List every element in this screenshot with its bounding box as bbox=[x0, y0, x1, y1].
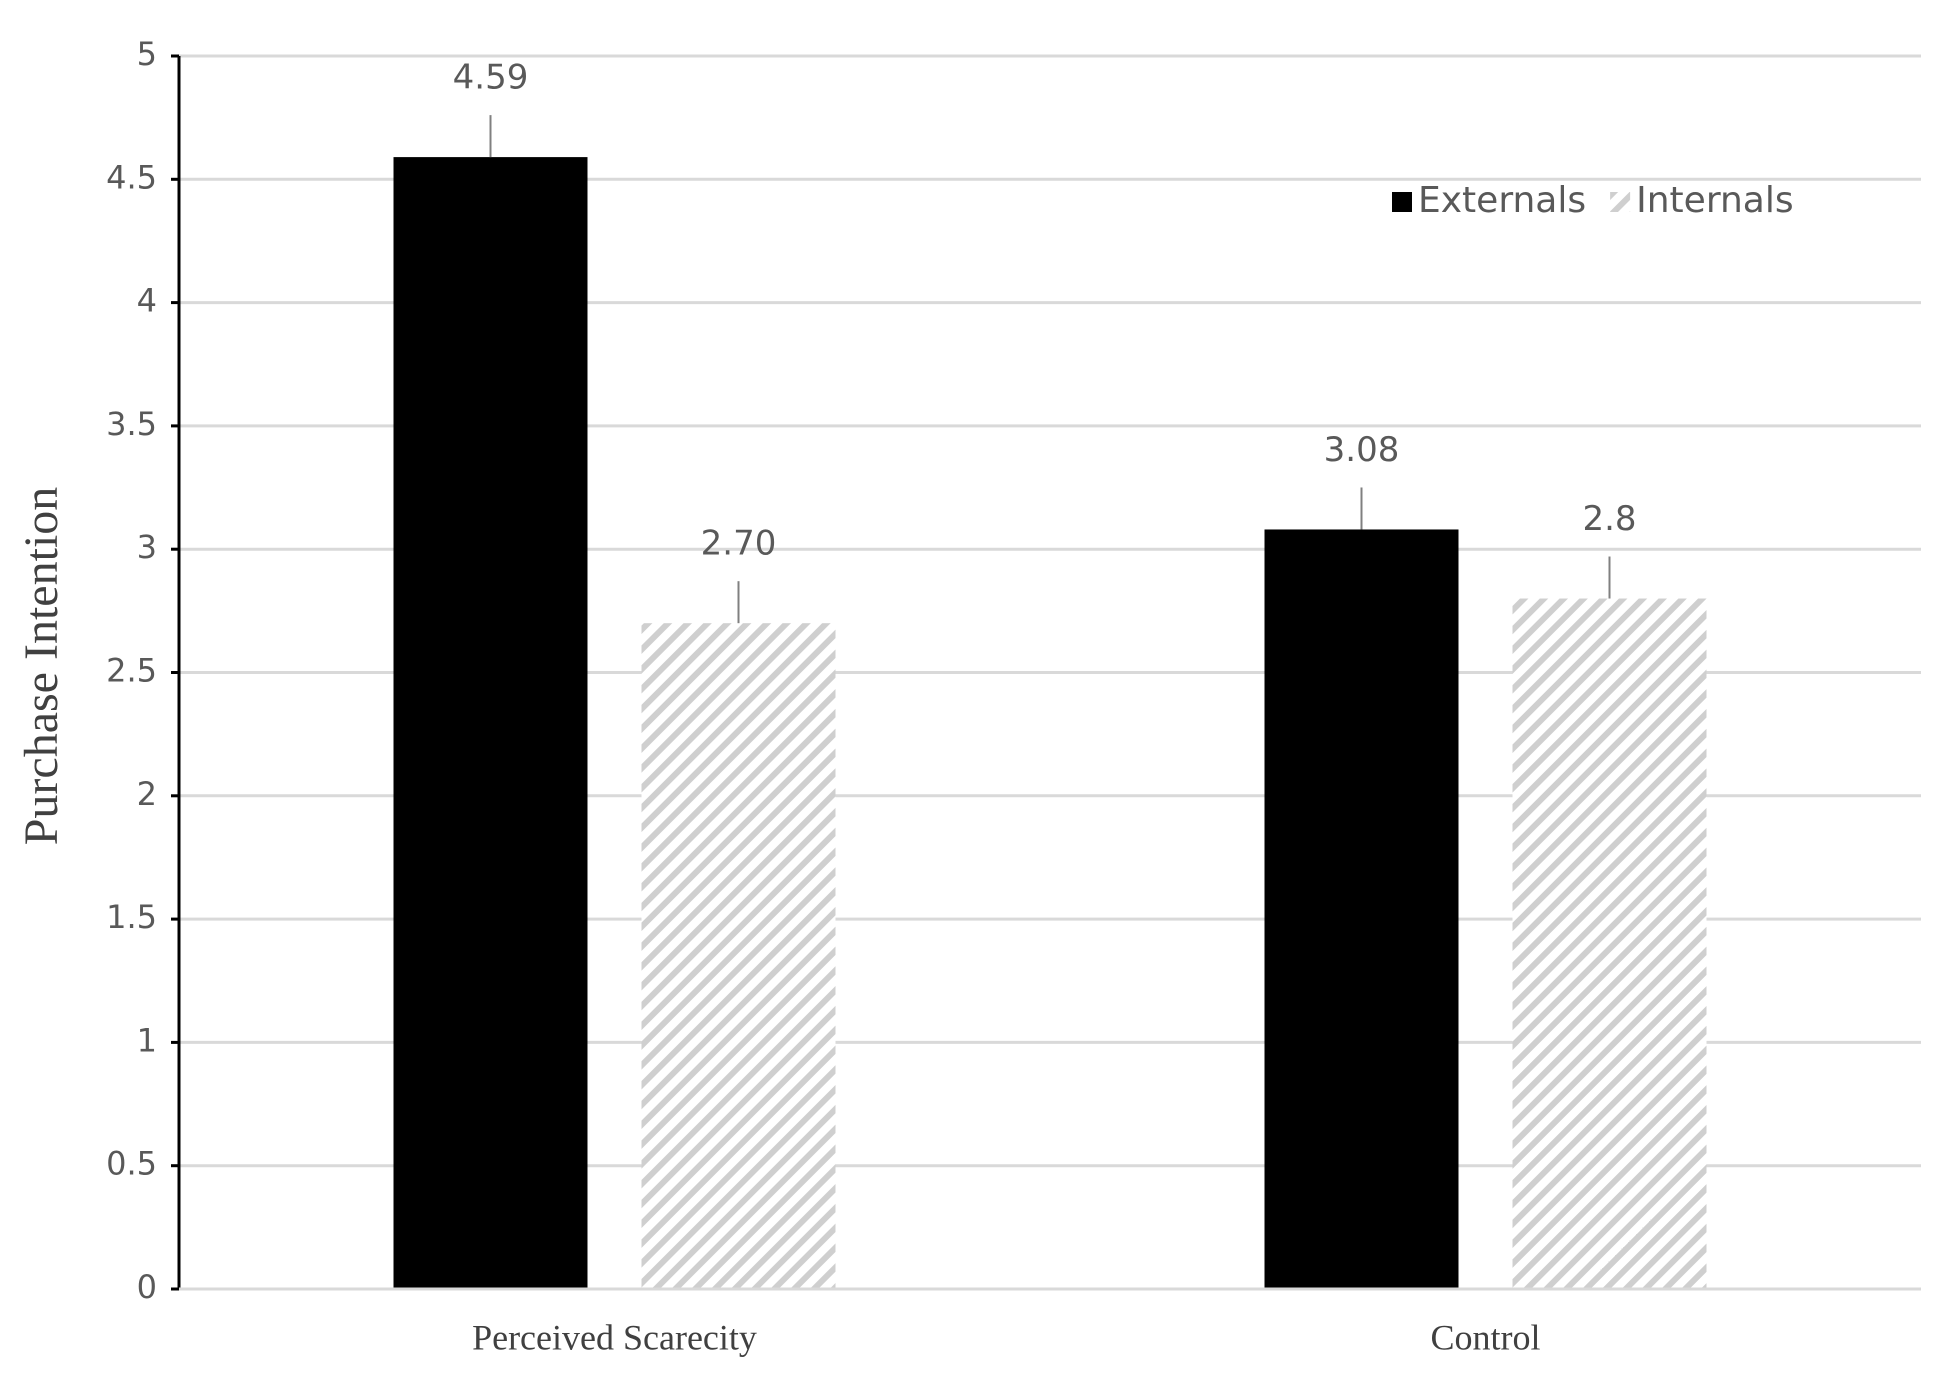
legend-label: Externals bbox=[1418, 180, 1586, 221]
y-tick-label: 2.5 bbox=[106, 652, 157, 690]
legend-label: Internals bbox=[1636, 180, 1794, 221]
value-label: 4.59 bbox=[453, 58, 529, 98]
y-tick-label: 4 bbox=[137, 282, 157, 320]
bar bbox=[1512, 598, 1707, 1289]
x-tick-label: Control bbox=[1430, 1317, 1540, 1357]
y-tick-label: 5 bbox=[137, 35, 157, 73]
bar bbox=[393, 157, 588, 1290]
y-tick-label: 4.5 bbox=[106, 158, 157, 196]
legend-swatch bbox=[1610, 192, 1631, 212]
x-tick-label: Perceived Scarecity bbox=[472, 1317, 757, 1357]
y-tick-label: 3 bbox=[137, 528, 157, 566]
y-tick-label: 0.5 bbox=[106, 1145, 157, 1183]
y-tick-label: 3.5 bbox=[106, 405, 157, 443]
y-tick-label: 2 bbox=[137, 775, 157, 813]
y-axis-title: Purchase Intention bbox=[15, 487, 68, 846]
legend-swatch bbox=[1392, 192, 1412, 212]
bar bbox=[1264, 529, 1459, 1289]
value-label: 2.8 bbox=[1582, 499, 1636, 539]
bar bbox=[641, 623, 836, 1289]
value-label: 2.70 bbox=[701, 524, 777, 564]
value-label: 3.08 bbox=[1324, 430, 1400, 470]
y-tick-label: 1 bbox=[137, 1021, 157, 1059]
y-tick-label: 0 bbox=[137, 1268, 157, 1306]
y-tick-label: 1.5 bbox=[106, 898, 157, 936]
